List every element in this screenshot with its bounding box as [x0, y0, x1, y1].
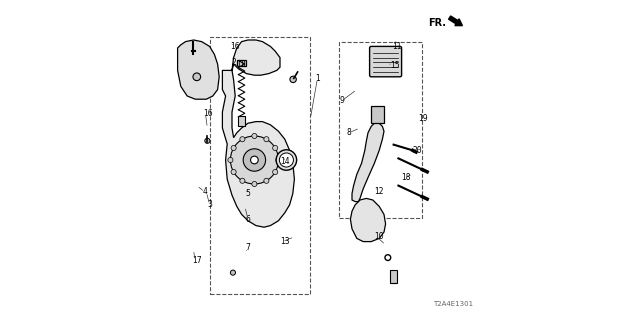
Bar	[339, 42, 422, 218]
Polygon shape	[178, 40, 219, 99]
FancyArrow shape	[449, 16, 463, 26]
Polygon shape	[352, 123, 384, 202]
Text: 4: 4	[202, 188, 207, 196]
Circle shape	[205, 138, 210, 143]
Text: 13: 13	[280, 237, 290, 246]
Text: 8: 8	[346, 128, 351, 137]
Circle shape	[228, 157, 233, 163]
Circle shape	[290, 76, 296, 83]
Text: 18: 18	[402, 173, 411, 182]
Bar	[239, 116, 245, 126]
Circle shape	[240, 137, 245, 142]
Polygon shape	[223, 40, 294, 227]
Text: 15: 15	[390, 61, 400, 70]
Circle shape	[230, 136, 278, 184]
Circle shape	[240, 178, 245, 183]
Text: FR.: FR.	[428, 18, 446, 28]
Text: 9: 9	[340, 96, 345, 105]
Circle shape	[279, 153, 293, 167]
Text: 19: 19	[419, 114, 428, 123]
Circle shape	[193, 73, 201, 81]
Text: 16: 16	[230, 42, 239, 51]
Text: 14: 14	[280, 157, 290, 166]
Circle shape	[273, 145, 278, 151]
Circle shape	[252, 133, 257, 139]
Bar	[237, 60, 246, 66]
Circle shape	[243, 149, 266, 171]
Circle shape	[252, 181, 257, 187]
Text: 1: 1	[315, 74, 320, 83]
Circle shape	[250, 156, 258, 164]
Text: 2: 2	[232, 58, 237, 67]
Circle shape	[276, 157, 281, 163]
Circle shape	[264, 137, 269, 142]
Text: 16: 16	[204, 109, 213, 118]
Text: 12: 12	[374, 188, 383, 196]
Circle shape	[231, 170, 236, 175]
Polygon shape	[351, 198, 385, 242]
Bar	[390, 270, 397, 283]
Text: 3: 3	[207, 200, 212, 209]
Bar	[371, 106, 384, 123]
Circle shape	[230, 270, 236, 275]
Circle shape	[273, 170, 278, 175]
Text: 17: 17	[193, 256, 202, 265]
Text: 20: 20	[413, 146, 422, 155]
Text: 5: 5	[246, 189, 251, 198]
Text: 7: 7	[246, 244, 251, 252]
Bar	[210, 37, 310, 294]
Circle shape	[231, 145, 236, 151]
Text: T2A4E1301: T2A4E1301	[433, 301, 474, 307]
Text: 10: 10	[374, 232, 384, 241]
Text: 6: 6	[246, 215, 251, 224]
Circle shape	[276, 150, 297, 170]
Circle shape	[264, 178, 269, 183]
Text: 11: 11	[392, 42, 401, 51]
FancyBboxPatch shape	[370, 46, 402, 77]
